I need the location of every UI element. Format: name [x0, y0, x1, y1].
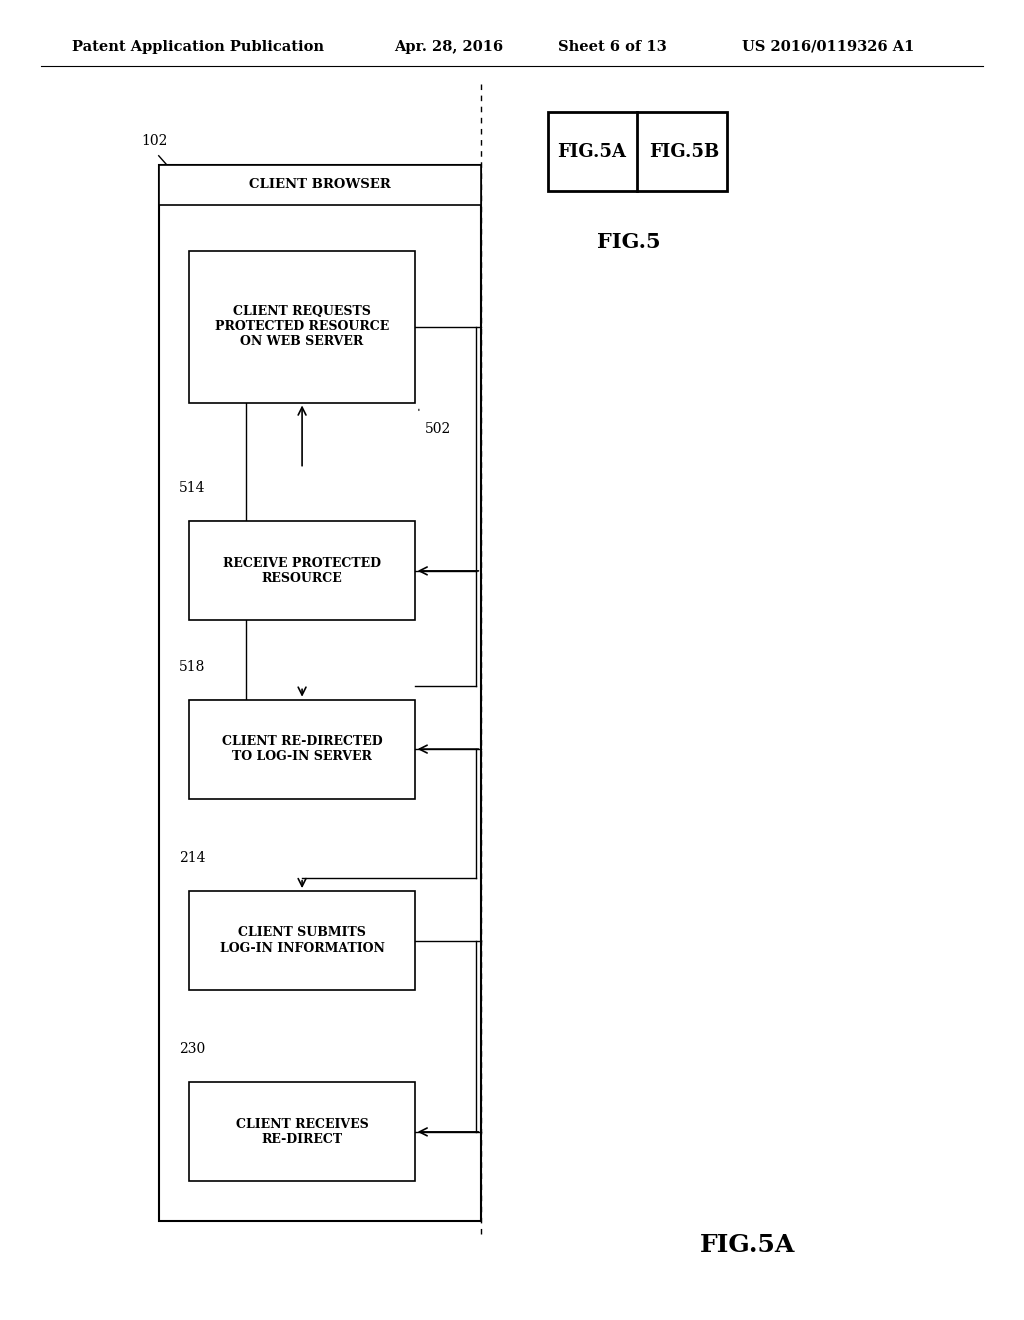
- Text: 230: 230: [179, 1043, 206, 1056]
- Text: US 2016/0119326 A1: US 2016/0119326 A1: [742, 40, 914, 54]
- FancyBboxPatch shape: [189, 1082, 415, 1181]
- Text: CLIENT BROWSER: CLIENT BROWSER: [249, 178, 391, 191]
- Text: Patent Application Publication: Patent Application Publication: [72, 40, 324, 54]
- FancyBboxPatch shape: [189, 521, 415, 620]
- FancyBboxPatch shape: [189, 251, 415, 403]
- Text: RECEIVE PROTECTED
RESOURCE: RECEIVE PROTECTED RESOURCE: [223, 557, 381, 585]
- Text: CLIENT SUBMITS
LOG-IN INFORMATION: CLIENT SUBMITS LOG-IN INFORMATION: [219, 927, 385, 954]
- Text: Apr. 28, 2016: Apr. 28, 2016: [394, 40, 504, 54]
- Text: FIG.5B: FIG.5B: [649, 143, 719, 161]
- Text: FIG.5A: FIG.5A: [699, 1233, 796, 1257]
- Text: CLIENT REQUESTS
PROTECTED RESOURCE
ON WEB SERVER: CLIENT REQUESTS PROTECTED RESOURCE ON WE…: [215, 305, 389, 348]
- Text: FIG.5A: FIG.5A: [557, 143, 627, 161]
- Text: 102: 102: [141, 135, 168, 148]
- FancyBboxPatch shape: [548, 112, 727, 191]
- Text: FIG.5: FIG.5: [597, 231, 660, 252]
- Text: 514: 514: [179, 482, 206, 495]
- FancyBboxPatch shape: [189, 700, 415, 799]
- Text: 214: 214: [179, 851, 206, 865]
- FancyBboxPatch shape: [159, 165, 481, 205]
- FancyBboxPatch shape: [159, 165, 481, 1221]
- Text: 502: 502: [425, 422, 452, 436]
- Text: CLIENT RECEIVES
RE-DIRECT: CLIENT RECEIVES RE-DIRECT: [236, 1118, 369, 1146]
- Text: Sheet 6 of 13: Sheet 6 of 13: [558, 40, 667, 54]
- FancyBboxPatch shape: [189, 891, 415, 990]
- Text: 518: 518: [179, 660, 206, 673]
- Text: CLIENT RE-DIRECTED
TO LOG-IN SERVER: CLIENT RE-DIRECTED TO LOG-IN SERVER: [222, 735, 382, 763]
